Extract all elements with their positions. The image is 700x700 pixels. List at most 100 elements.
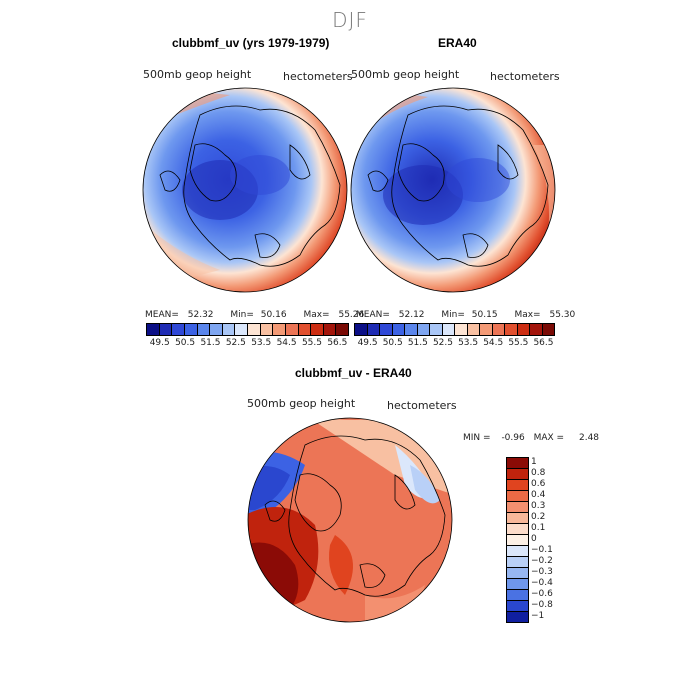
colorbar-swatch bbox=[247, 324, 260, 335]
colorbar-swatch bbox=[171, 324, 184, 335]
colorbar-tick-label: 0.8 bbox=[531, 467, 546, 478]
colorbar-swatch bbox=[335, 324, 348, 335]
panel-1-units-label: hectometers bbox=[283, 70, 353, 83]
colorbar-swatch bbox=[441, 324, 454, 335]
panel-2-max-label: Max= bbox=[514, 310, 541, 320]
colorbar-swatch bbox=[404, 324, 417, 335]
colorbar-swatch bbox=[183, 324, 197, 335]
colorbar-swatch bbox=[507, 545, 528, 556]
colorbar-swatch bbox=[507, 479, 528, 490]
colorbar-swatch bbox=[454, 324, 467, 335]
colorbar-swatch bbox=[158, 324, 172, 335]
colorbar-swatch bbox=[504, 324, 517, 335]
colorbar-swatch bbox=[466, 324, 479, 335]
colorbar-swatch bbox=[507, 567, 528, 578]
colorbar-swatch bbox=[507, 458, 528, 468]
panel-3-map bbox=[247, 417, 453, 623]
colorbar-swatch bbox=[221, 324, 235, 335]
colorbar-swatch bbox=[310, 324, 323, 335]
panel-1-max: 55.26 bbox=[338, 310, 365, 320]
panel-2-mean: 52.12 bbox=[398, 310, 425, 320]
colorbar-tick-label: 52.5 bbox=[432, 338, 453, 348]
panel-2-min-label: Min= bbox=[441, 310, 465, 320]
colorbar-swatch bbox=[507, 523, 528, 534]
colorbar-tick-label: 0.4 bbox=[531, 489, 546, 500]
colorbar-swatch bbox=[366, 324, 379, 335]
panel-3-min-label: MIN = bbox=[463, 433, 491, 443]
colorbar-tick-label: 0.1 bbox=[531, 522, 546, 533]
panel-1-mean: 52.32 bbox=[187, 310, 214, 320]
colorbar-swatch bbox=[507, 611, 528, 622]
panel-3-title: clubbmf_uv - ERA40 bbox=[295, 366, 412, 380]
panel-2-map bbox=[350, 87, 556, 293]
panel-2-title: ERA40 bbox=[438, 36, 477, 50]
colorbar-tick-label: 51.5 bbox=[200, 338, 221, 348]
colorbar-swatch bbox=[416, 324, 429, 335]
colorbar-tick-label: −1 bbox=[531, 611, 545, 622]
colorbar-tick-label: 49.5 bbox=[357, 338, 378, 348]
colorbar-swatch bbox=[259, 324, 273, 335]
colorbar-swatch bbox=[507, 468, 528, 479]
colorbar-swatch bbox=[196, 324, 210, 335]
colorbar-swatch bbox=[507, 556, 528, 567]
panel-2-min: 50.15 bbox=[471, 310, 498, 320]
colorbar-swatch bbox=[507, 578, 528, 589]
colorbar-swatch bbox=[507, 589, 528, 600]
colorbar-swatch bbox=[507, 501, 528, 512]
panel-3-variable-label: 500mb geop height bbox=[247, 397, 356, 410]
colorbar-swatch bbox=[209, 324, 222, 335]
panel-1-colorbar-ticks: 49.5 50.5 51.5 52.5 53.5 54.5 55.5 56.5 bbox=[136, 338, 356, 350]
panel-3-units-label: hectometers bbox=[387, 399, 457, 412]
colorbar-tick-label: 54.5 bbox=[276, 338, 297, 348]
colorbar-swatch bbox=[429, 324, 442, 335]
colorbar-swatch bbox=[379, 324, 392, 335]
colorbar-swatch bbox=[507, 512, 528, 523]
colorbar-swatch bbox=[529, 324, 542, 335]
colorbar-swatch bbox=[507, 600, 528, 611]
panel-3-colorbar-ticks: 1 0.8 0.6 0.4 0.3 0.2 0.1 0 −0.1 −0.2 −0.3 −0.4 −0.6… bbox=[531, 457, 571, 623]
colorbar-swatch bbox=[355, 324, 367, 335]
colorbar-tick-label: 55.5 bbox=[301, 338, 322, 348]
colorbar-tick-label: 0.6 bbox=[531, 478, 546, 489]
colorbar-swatch bbox=[391, 324, 404, 335]
colorbar-tick-label: 51.5 bbox=[407, 338, 428, 348]
panel-1-title: clubbmf_uv (yrs 1979-1979) bbox=[172, 36, 330, 50]
colorbar-tick-label: 49.5 bbox=[149, 338, 170, 348]
colorbar-tick-label: −0.6 bbox=[531, 589, 553, 600]
panel-1-colorbar bbox=[146, 323, 349, 336]
colorbar-swatch bbox=[507, 490, 528, 501]
panel-1-variable-label: 500mb geop height bbox=[143, 68, 252, 81]
colorbar-tick-label: 52.5 bbox=[225, 338, 246, 348]
colorbar-swatch bbox=[491, 324, 504, 335]
colorbar-swatch bbox=[284, 324, 298, 335]
colorbar-tick-label: 56.5 bbox=[327, 338, 348, 348]
colorbar-tick-label: −0.8 bbox=[531, 600, 553, 611]
season-title: DJF bbox=[332, 8, 368, 32]
colorbar-tick-label: 50.5 bbox=[175, 338, 196, 348]
panel-3-colorbar bbox=[506, 457, 529, 623]
colorbar-tick-label: 56.5 bbox=[533, 338, 554, 348]
colorbar-tick-label: 53.5 bbox=[251, 338, 272, 348]
panel-2-stats: MEAN= 52.12 Min= 50.15 Max= 55.30 bbox=[356, 310, 575, 320]
panel-3-max: 2.48 bbox=[578, 433, 600, 443]
panel-1-min: 50.16 bbox=[260, 310, 287, 320]
colorbar-tick-label: 54.5 bbox=[483, 338, 504, 348]
panel-2-colorbar-ticks: 49.5 50.5 51.5 52.5 53.5 54.5 55.5 56.5 bbox=[344, 338, 562, 350]
colorbar-tick-label: −0.1 bbox=[531, 545, 553, 556]
colorbar-tick-label: 0.3 bbox=[531, 500, 546, 511]
colorbar-tick-label: 0 bbox=[531, 534, 537, 544]
colorbar-swatch bbox=[541, 324, 554, 335]
colorbar-swatch bbox=[234, 324, 247, 335]
panel-3-max-label: MAX = bbox=[533, 433, 565, 443]
colorbar-tick-label: 1 bbox=[531, 456, 537, 467]
panel-1-stats: MEAN= 52.32 Min= 50.16 Max= 55.26 bbox=[145, 310, 364, 320]
colorbar-tick-label: −0.4 bbox=[531, 578, 553, 589]
panel-1-mean-label: MEAN= bbox=[145, 310, 179, 320]
colorbar-tick-label: 55.5 bbox=[508, 338, 529, 348]
panel-1-min-label: Min= bbox=[230, 310, 254, 320]
colorbar-tick-label: −0.3 bbox=[531, 567, 553, 578]
panel-1-map bbox=[142, 87, 348, 293]
panel-2-units-label: hectometers bbox=[490, 70, 560, 83]
panel-2-mean-label: MEAN= bbox=[356, 310, 390, 320]
panel-2-max: 55.30 bbox=[549, 310, 576, 320]
